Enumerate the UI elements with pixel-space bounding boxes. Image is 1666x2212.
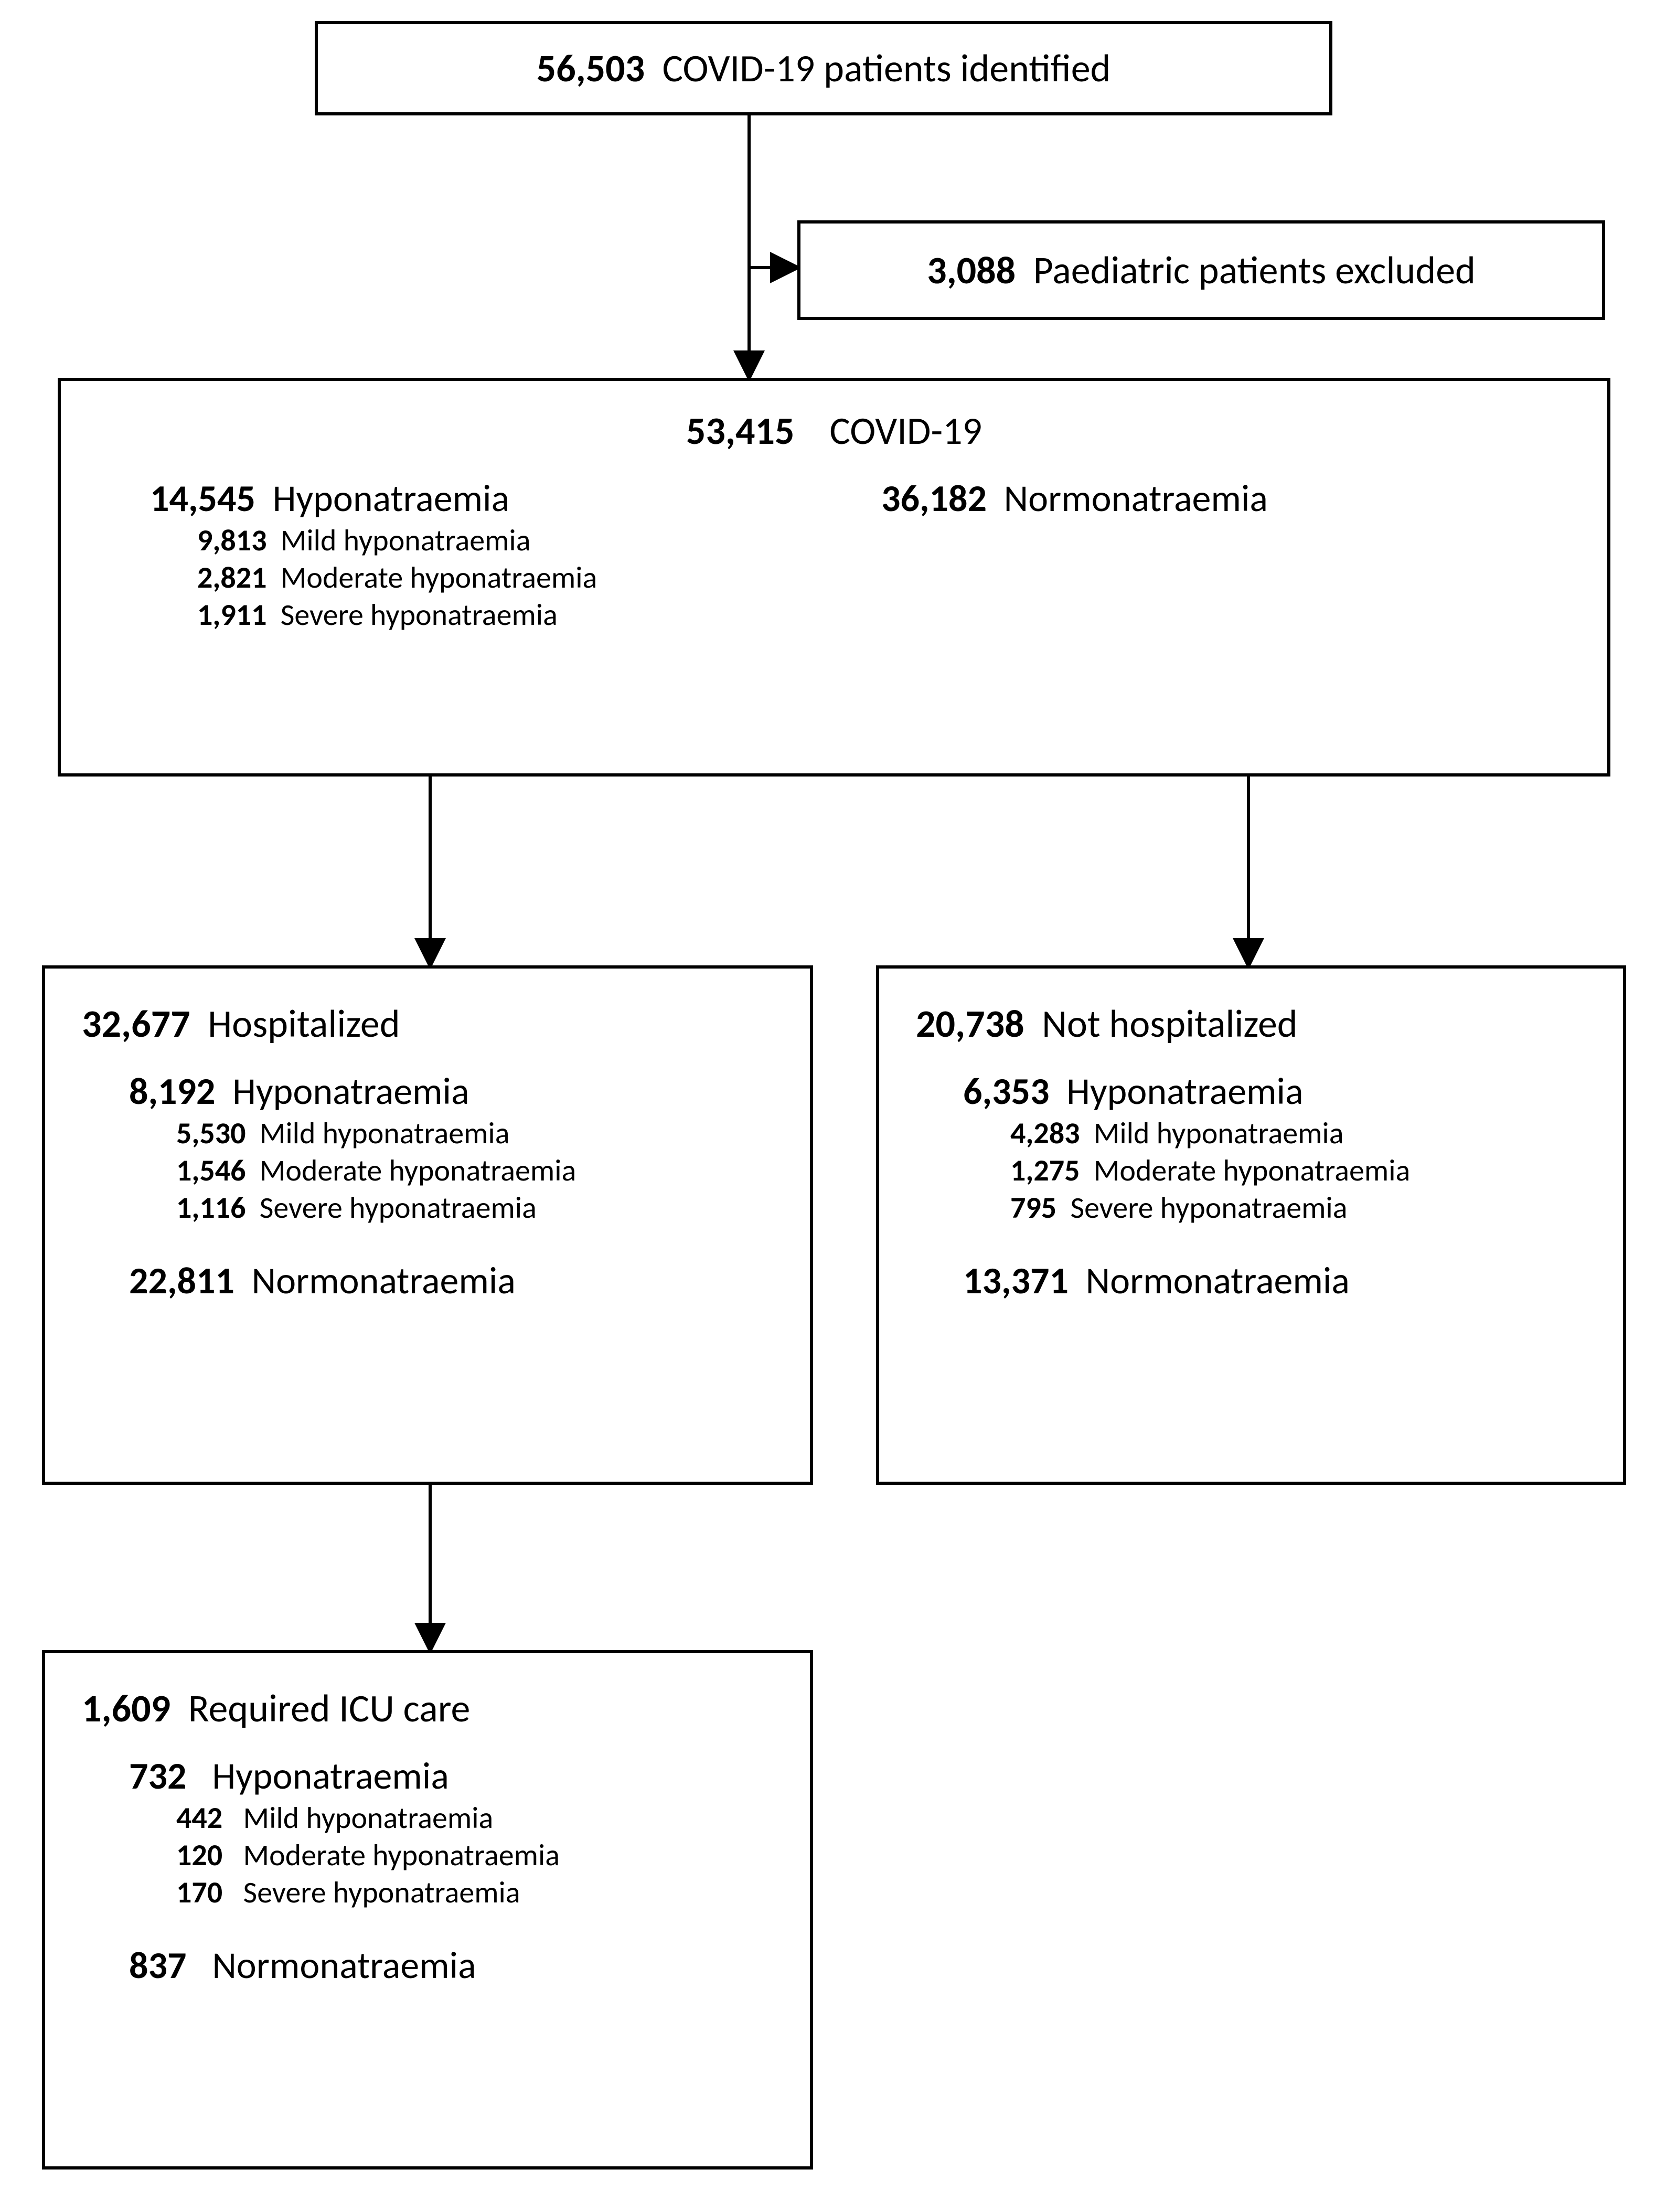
icu-severe: 170 Severe hyponatraemia	[82, 1874, 773, 1911]
not-hospitalized-normo: 13,371 Normonatraemia	[916, 1258, 1586, 1304]
covid19-n: 53,415	[686, 407, 795, 454]
icu-moderate: 120 Moderate hyponatraemia	[82, 1836, 773, 1874]
excluded-text: 3,088 Paediatric patients excluded	[927, 247, 1476, 294]
hospitalized-mild: 5,530 Mild hyponatraemia	[82, 1114, 773, 1152]
node-excluded: 3,088 Paediatric patients excluded	[797, 220, 1605, 320]
not-hospitalized-severe: 795 Severe hyponatraemia	[916, 1189, 1586, 1226]
icu-normo: 837 Normonatraemia	[82, 1942, 773, 1988]
covid19-normo: 36,182 Normonatraemia	[881, 475, 1565, 522]
icu-title: 1,609 Required ICU care	[82, 1685, 773, 1732]
node-icu: 1,609 Required ICU care 732 Hyponatraemi…	[42, 1650, 813, 2170]
excluded-label: Paediatric patients excluded	[1033, 247, 1476, 294]
identified-n: 56,503	[537, 45, 645, 92]
excluded-n: 3,088	[927, 247, 1016, 294]
not-hospitalized-mild: 4,283 Mild hyponatraemia	[916, 1114, 1586, 1152]
not-hospitalized-moderate: 1,275 Moderate hyponatraemia	[916, 1152, 1586, 1189]
covid19-normo-col: 36,182 Normonatraemia	[881, 475, 1565, 633]
hospitalized-severe: 1,116 Severe hyponatraemia	[82, 1189, 773, 1226]
covid19-mild: 9,813 Mild hyponatraemia	[103, 522, 787, 559]
covid19-hypo-col: 14,545 Hyponatraemia 9,813 Mild hyponatr…	[103, 475, 787, 633]
icu-mild: 442 Mild hyponatraemia	[82, 1799, 773, 1836]
covid19-severe: 1,911 Severe hyponatraemia	[103, 596, 787, 633]
node-hospitalized: 32,677 Hospitalized 8,192 Hyponatraemia …	[42, 965, 813, 1485]
identified-label: COVID-19 patients identified	[663, 45, 1111, 92]
covid19-hypo: 14,545 Hyponatraemia	[103, 475, 787, 522]
node-identified: 56,503 COVID-19 patients identified	[315, 21, 1332, 115]
node-not-hospitalized: 20,738 Not hospitalized 6,353 Hyponatrae…	[876, 965, 1626, 1485]
identified-text: 56,503 COVID-19 patients identified	[537, 45, 1111, 92]
hospitalized-hypo: 8,192 Hyponatraemia	[82, 1068, 773, 1114]
covid19-columns: 14,545 Hyponatraemia 9,813 Mild hyponatr…	[103, 475, 1565, 633]
hospitalized-moderate: 1,546 Moderate hyponatraemia	[82, 1152, 773, 1189]
node-covid19: 53,415 COVID-19 14,545 Hyponatraemia 9,8…	[58, 378, 1610, 777]
hospitalized-normo: 22,811 Normonatraemia	[82, 1258, 773, 1304]
covid19-moderate: 2,821 Moderate hyponatraemia	[103, 559, 787, 596]
hospitalized-title: 32,677 Hospitalized	[82, 1000, 773, 1047]
covid19-title: 53,415 COVID-19	[103, 407, 1565, 454]
flowchart-canvas: 56,503 COVID-19 patients identified 3,08…	[21, 21, 1645, 2191]
icu-hypo: 732 Hyponatraemia	[82, 1753, 773, 1799]
covid19-label: COVID-19	[829, 407, 982, 454]
not-hospitalized-title: 20,738 Not hospitalized	[916, 1000, 1586, 1047]
not-hospitalized-hypo: 6,353 Hyponatraemia	[916, 1068, 1586, 1114]
